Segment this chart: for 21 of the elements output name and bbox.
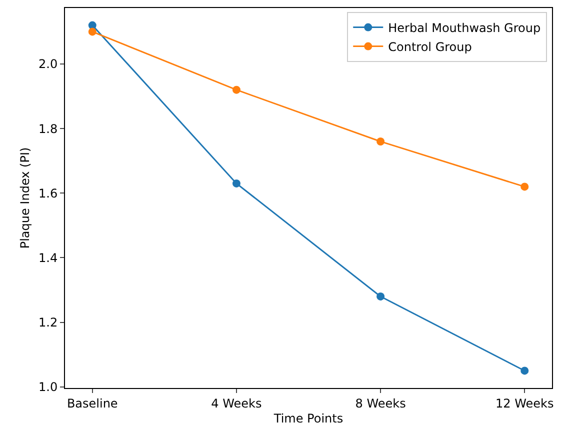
y-tick-label: 1.4 — [38, 250, 58, 265]
x-tick-label: Baseline — [66, 396, 118, 410]
x-tick-label: 4 Weeks — [211, 396, 262, 410]
point — [376, 292, 385, 300]
point — [376, 138, 385, 146]
point — [232, 179, 240, 188]
point — [520, 182, 529, 191]
y-tick-label: 1.0 — [38, 380, 58, 394]
point — [88, 28, 96, 36]
x-tick-label: 12 Weeks — [496, 396, 554, 410]
point — [520, 366, 529, 375]
y-tick-label: 1.8 — [38, 122, 58, 136]
y-tick-label: 2.0 — [38, 57, 58, 72]
y-tick-label: 1.6 — [38, 186, 58, 200]
legend-label: Control Group — [388, 40, 472, 54]
y-tick-label: 1.2 — [38, 316, 58, 330]
point — [232, 86, 240, 94]
x-tick-label: 8 Weeks — [355, 396, 406, 410]
legend-label: Herbal Mouthwash Group — [388, 20, 541, 35]
x-axis-title: Time Points — [272, 411, 344, 426]
y-axis-title: Plaque Index (PI) — [18, 147, 32, 249]
